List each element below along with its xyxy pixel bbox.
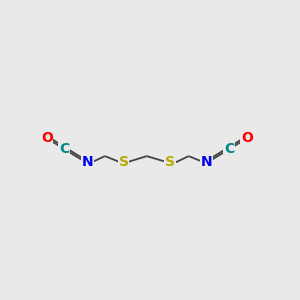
Text: N: N [200, 155, 212, 169]
Text: S: S [165, 155, 175, 169]
Text: C: C [59, 142, 69, 156]
Text: S: S [118, 155, 128, 169]
Text: O: O [41, 130, 53, 145]
Text: N: N [82, 155, 93, 169]
Text: O: O [241, 130, 253, 145]
Text: C: C [224, 142, 234, 156]
